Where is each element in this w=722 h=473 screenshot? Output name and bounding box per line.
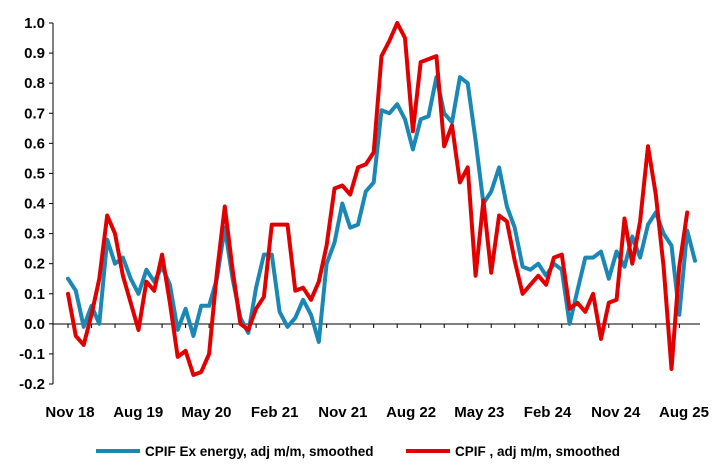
series-line-cpif bbox=[66, 21, 690, 377]
x-tick-label: Feb 24 bbox=[524, 404, 572, 421]
series-line-cpif-ex-energy bbox=[66, 75, 697, 344]
x-tick-label: Nov 18 bbox=[45, 404, 94, 421]
y-tick-label: 1.0 bbox=[24, 15, 45, 32]
y-tick-label: 0.3 bbox=[24, 226, 45, 243]
x-tick-label: Aug 22 bbox=[386, 404, 436, 421]
y-tick-label: 0.6 bbox=[24, 135, 45, 152]
x-tick-label: Aug 19 bbox=[113, 404, 163, 421]
y-tick-label: 0.0 bbox=[24, 316, 45, 333]
x-tick-label: May 23 bbox=[454, 404, 504, 421]
y-tick-label: 0.7 bbox=[24, 105, 45, 122]
legend-label: CPIF , adj m/m, smoothed bbox=[455, 444, 620, 459]
x-tick-label: Nov 24 bbox=[591, 404, 641, 421]
legend: CPIF Ex energy, adj m/m, smoothed CPIF , … bbox=[96, 444, 620, 459]
y-tick-label: 0.8 bbox=[24, 75, 45, 92]
x-tick-label: Nov 21 bbox=[318, 404, 367, 421]
x-tick-label: Feb 21 bbox=[251, 404, 299, 421]
y-tick-label: 0.2 bbox=[24, 256, 45, 273]
y-tick-label: 0.5 bbox=[24, 165, 45, 182]
y-tick-label: -0.2 bbox=[19, 376, 45, 393]
x-axis: Nov 18 Aug 19 May 20 Feb 21 Nov 21 Aug 22 May … bbox=[45, 323, 709, 421]
y-tick-label: 0.4 bbox=[24, 196, 46, 213]
y-tick-label: -0.1 bbox=[19, 346, 45, 363]
y-tick-label: 0.1 bbox=[24, 286, 45, 303]
y-axis: 1.0 0.9 0.8 0.7 0.6 0.5 0.4 0.3 0.2 0.1 0.0 -0.1 -0.… bbox=[19, 15, 54, 393]
x-tick-label: Aug 25 bbox=[659, 404, 709, 421]
y-tick-label: 0.9 bbox=[24, 45, 45, 62]
plot-lines bbox=[66, 21, 697, 377]
legend-label: CPIF Ex energy, adj m/m, smoothed bbox=[145, 444, 374, 459]
x-tick-label: May 20 bbox=[181, 404, 231, 421]
